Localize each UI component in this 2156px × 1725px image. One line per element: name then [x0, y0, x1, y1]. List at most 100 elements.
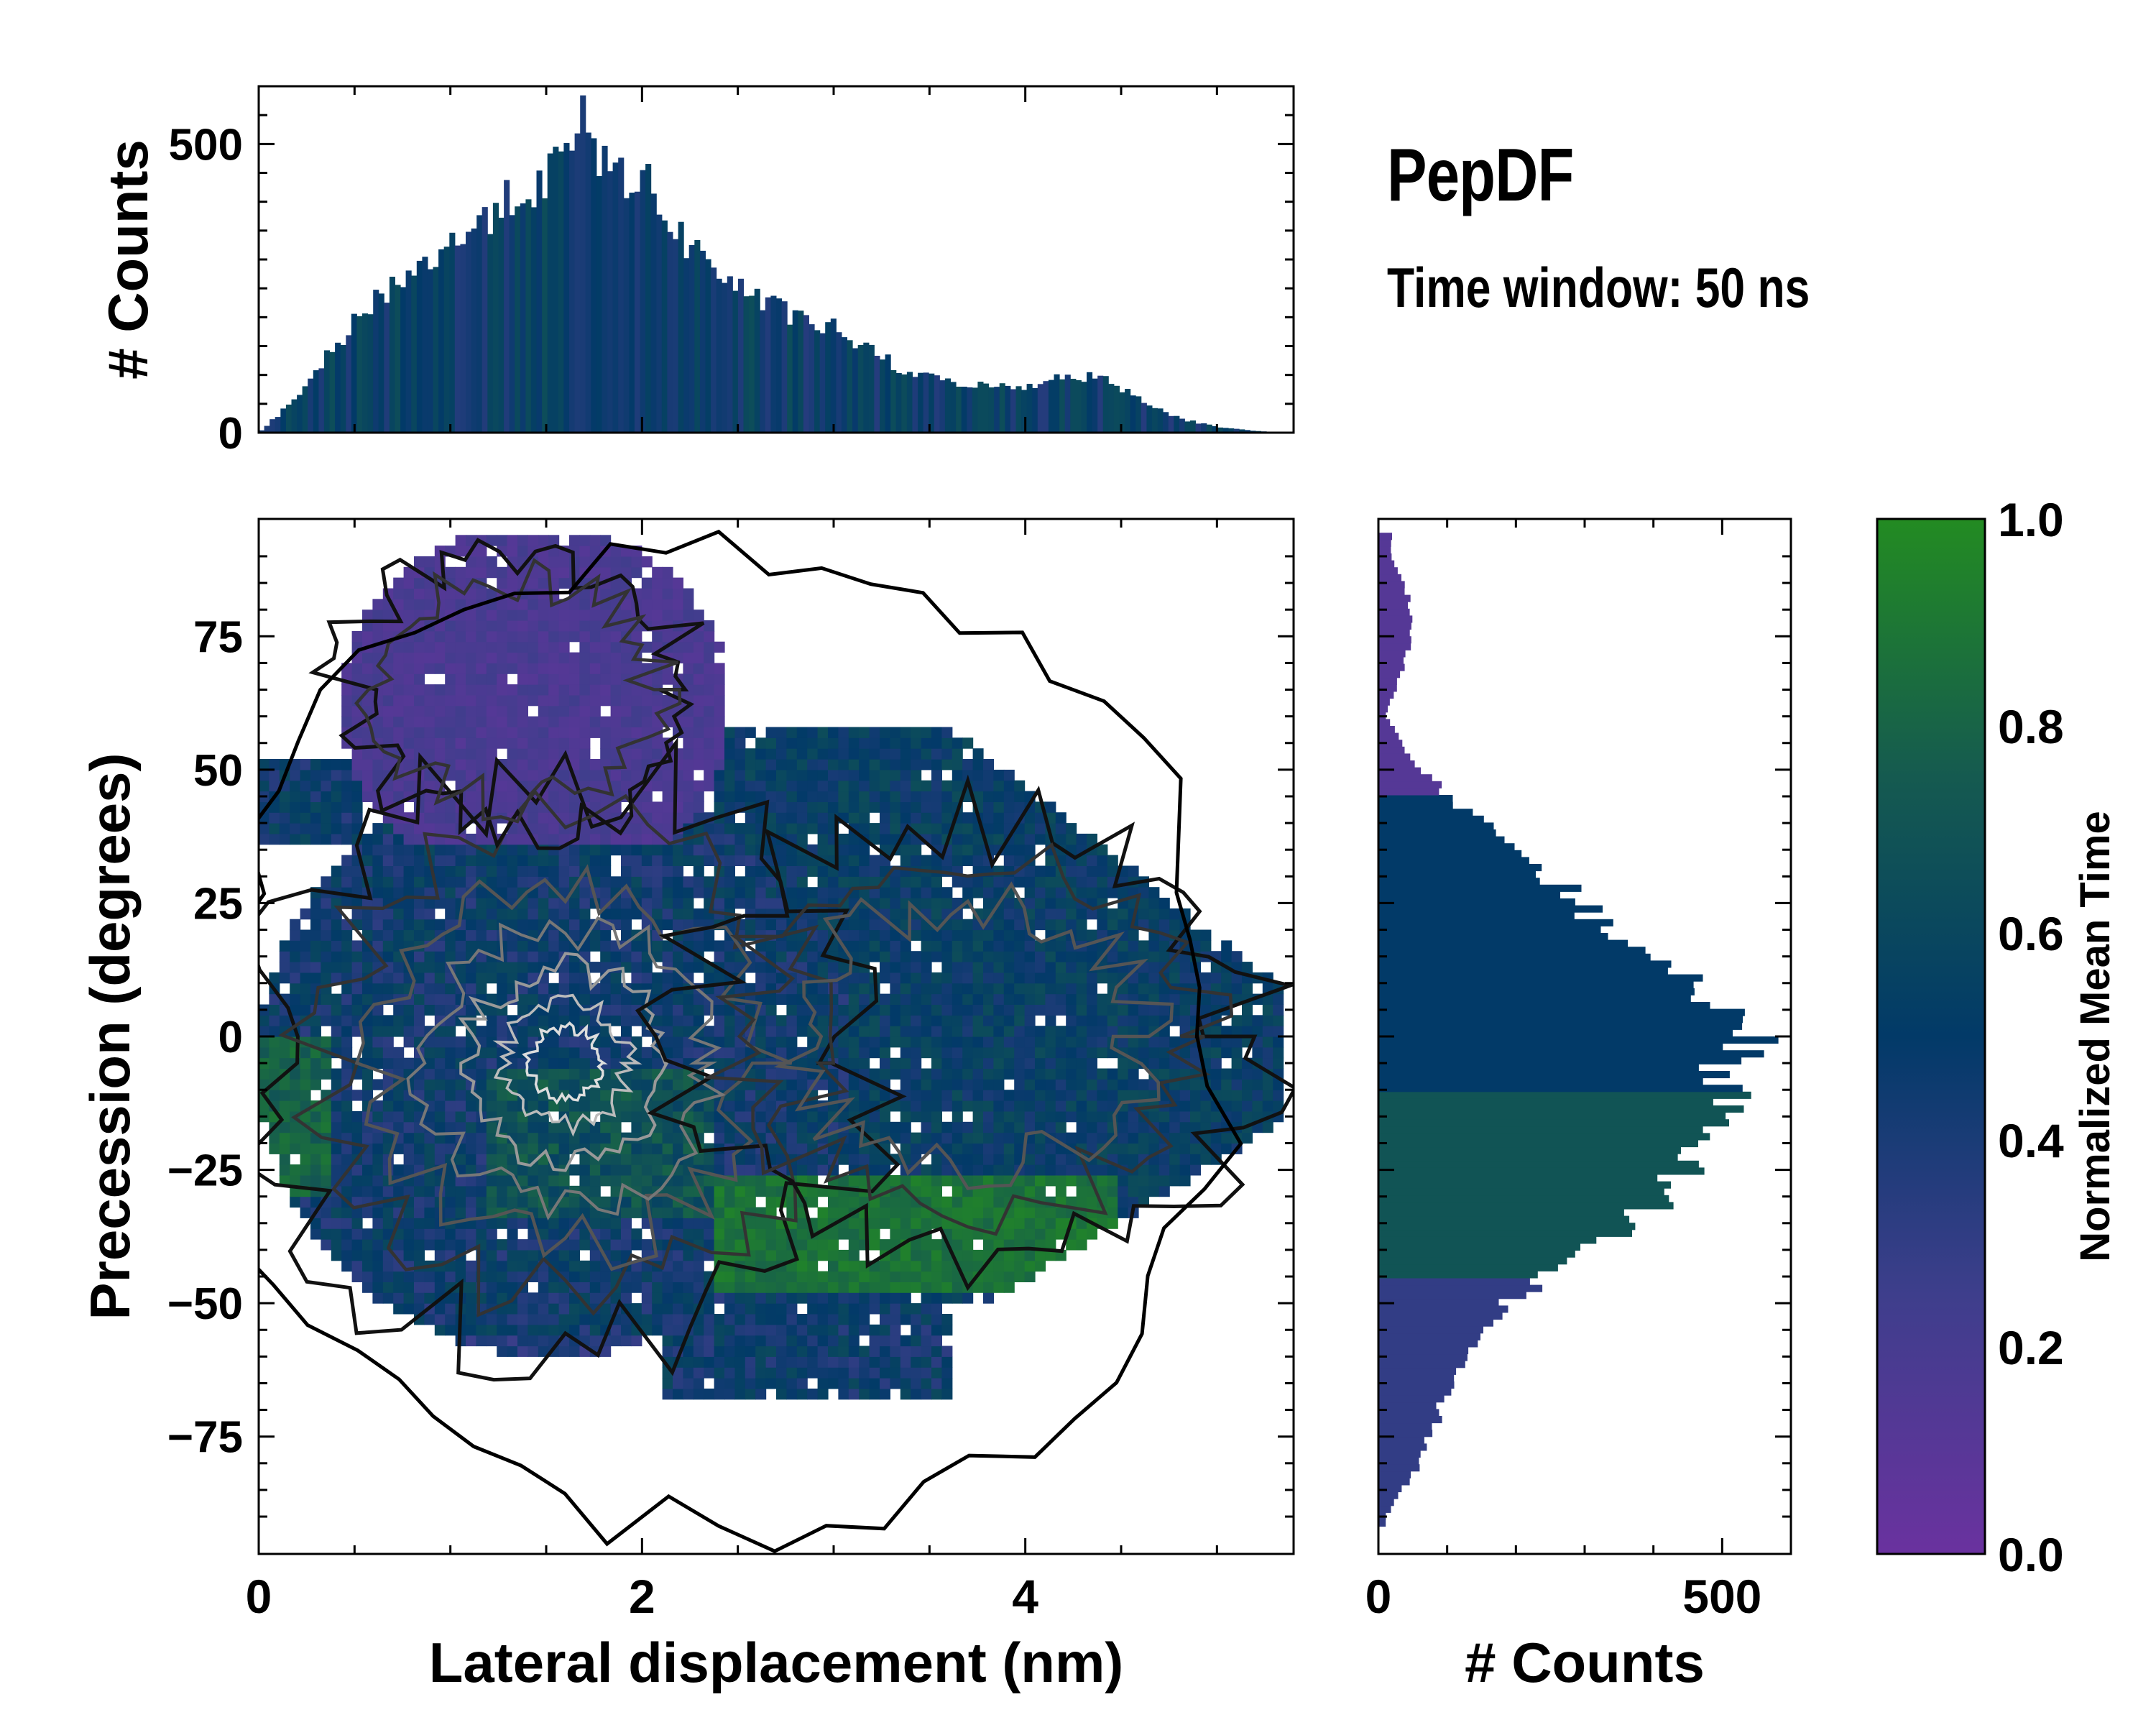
heatmap-cell — [403, 694, 415, 707]
heatmap-cell — [704, 727, 715, 738]
heatmap-cell — [497, 535, 508, 546]
heatmap-cell — [569, 727, 580, 738]
heatmap-cell — [911, 1346, 922, 1357]
heatmap-cell — [1024, 1121, 1036, 1133]
heatmap-cell — [848, 791, 860, 802]
heatmap-cell — [776, 1121, 787, 1133]
heatmap-cell — [848, 844, 860, 856]
heatmap-cell — [755, 1378, 767, 1389]
heatmap-cell — [941, 1121, 953, 1133]
heatmap-cell — [1055, 972, 1067, 984]
heatmap-cell — [765, 993, 777, 1005]
heatmap-cell — [693, 1218, 704, 1229]
heatmap-cell — [558, 1207, 570, 1218]
heatmap-cell — [921, 1346, 932, 1357]
heatmap-cell — [466, 673, 476, 685]
heatmap-cell — [434, 1026, 446, 1037]
heatmap-cell — [372, 1282, 384, 1293]
heatmap-cell — [796, 1164, 808, 1176]
heatmap-cell — [290, 993, 301, 1005]
heatmap-cell — [641, 673, 653, 685]
heatmap-cell — [1087, 929, 1097, 941]
heatmap-cell — [1087, 1015, 1097, 1026]
heatmap-cell — [972, 1068, 984, 1080]
heatmap-cell — [880, 1046, 890, 1059]
heatmap-cell — [1035, 823, 1046, 834]
heatmap-cell — [693, 684, 704, 696]
heatmap-cell — [1097, 1036, 1108, 1048]
heatmap-cell — [848, 1036, 860, 1048]
heatmap-cell — [476, 1026, 487, 1037]
heatmap-cell — [497, 599, 508, 610]
heatmap-cell — [362, 1046, 373, 1059]
heatmap-cell — [414, 1207, 425, 1218]
heatmap-cell — [507, 833, 518, 845]
heatmap-cell — [993, 823, 1005, 834]
heatmap-cell — [734, 1356, 746, 1368]
heatmap-cell — [1045, 1079, 1056, 1090]
heatmap-cell — [807, 1388, 819, 1400]
heatmap-cell — [455, 1100, 466, 1112]
heatmap-cell — [455, 1154, 466, 1165]
heatmap-cell — [1138, 1057, 1149, 1070]
heatmap-cell — [993, 1271, 1005, 1282]
heatmap-cell — [403, 887, 415, 898]
heatmap-cell — [310, 929, 321, 941]
heatmap-cell — [486, 1100, 497, 1112]
heatmap-cell — [600, 951, 612, 962]
heatmap-cell — [704, 716, 715, 727]
heatmap-cell — [1087, 1036, 1097, 1048]
heatmap-cell — [497, 855, 508, 866]
heatmap-cell — [662, 1121, 673, 1133]
heatmap-cell — [983, 1100, 994, 1112]
heatmap-cell — [714, 1121, 725, 1133]
heatmap-cell — [341, 983, 353, 995]
heatmap-cell — [993, 887, 1005, 898]
heatmap-cell — [848, 737, 860, 749]
heatmap-cell — [579, 844, 591, 856]
heatmap-cell — [538, 641, 549, 653]
heatmap-cell — [445, 855, 456, 866]
heatmap-cell — [507, 1324, 518, 1336]
heatmap-cell — [403, 716, 415, 727]
heatmap-cell — [724, 1185, 735, 1197]
heatmap-cell — [786, 1143, 798, 1154]
heatmap-cell — [765, 1335, 777, 1347]
heatmap-cell — [931, 812, 942, 824]
heatmap-cell — [269, 801, 280, 813]
heatmap-cell — [517, 1346, 528, 1357]
heatmap-cell — [838, 1004, 849, 1016]
heatmap-cell — [880, 759, 890, 770]
heatmap-cell — [341, 962, 353, 973]
heatmap-cell — [403, 1239, 415, 1251]
heatmap-cell — [621, 1004, 632, 1016]
heatmap-cell — [424, 898, 436, 909]
heatmap-cell — [786, 1324, 798, 1336]
heatmap-cell — [600, 876, 612, 888]
heatmap-cell — [1035, 1154, 1046, 1165]
heatmap-cell — [714, 694, 725, 707]
heatmap-cell — [911, 1143, 922, 1154]
heatmap-cell — [890, 1324, 901, 1336]
heatmap-cell — [900, 1303, 911, 1315]
heatmap-cell — [911, 844, 922, 856]
heatmap-cell — [807, 1367, 819, 1379]
heatmap-cell — [1014, 1207, 1026, 1218]
heatmap-cell — [466, 1110, 476, 1123]
heatmap-cell — [683, 1207, 694, 1218]
heatmap-cell — [569, 1110, 580, 1123]
heatmap-cell — [941, 1090, 953, 1101]
heatmap-cell — [673, 1185, 683, 1197]
heatmap-cell — [838, 1388, 849, 1400]
heatmap-cell — [558, 641, 570, 653]
heatmap-cell — [310, 951, 321, 962]
heatmap-cell — [382, 1185, 394, 1197]
heatmap-cell — [497, 865, 508, 877]
heatmap-cell — [817, 876, 829, 888]
heatmap-cell — [869, 1110, 880, 1123]
heatmap-cell — [1055, 962, 1067, 973]
heatmap-cell — [589, 641, 601, 653]
heatmap-cell — [911, 748, 922, 760]
heatmap-cell — [1035, 865, 1046, 877]
heatmap-cell — [1107, 1068, 1118, 1080]
